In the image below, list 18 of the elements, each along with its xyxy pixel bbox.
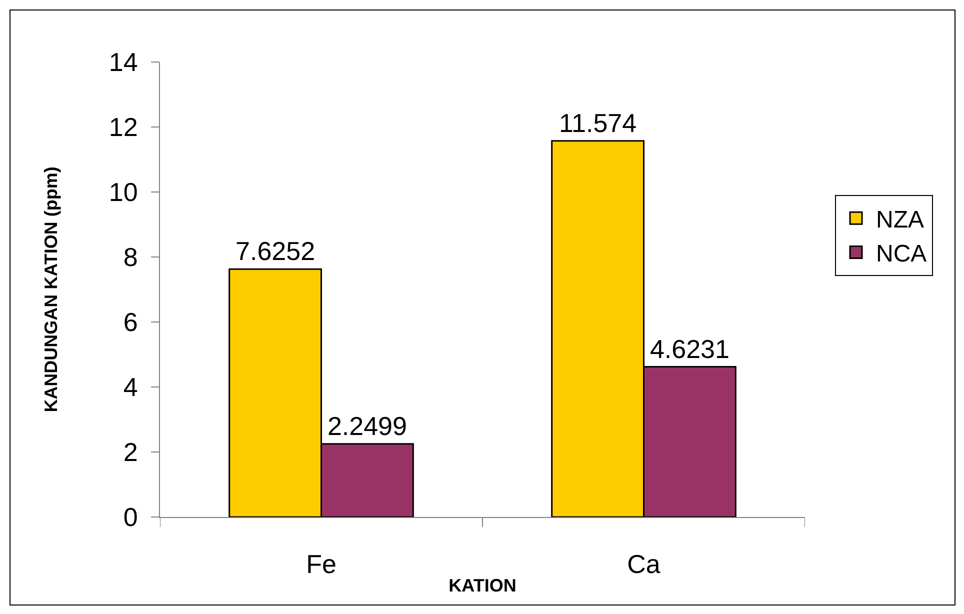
data-label: 11.574 bbox=[559, 108, 637, 138]
y-tick-label: 14 bbox=[108, 47, 138, 78]
x-axis-title: KATION bbox=[448, 575, 516, 596]
x-tick-label: Ca bbox=[627, 549, 661, 580]
y-tick-label: 12 bbox=[108, 112, 138, 142]
data-label: 7.6252 bbox=[236, 236, 316, 266]
data-label: 2.2499 bbox=[327, 410, 407, 441]
x-tick-label: Fe bbox=[306, 549, 336, 580]
legend-label: NCA bbox=[876, 240, 927, 268]
y-tick-label: 10 bbox=[108, 177, 138, 208]
y-axis-title: KANDUNGAN KATION (ppm) bbox=[41, 166, 62, 412]
y-tick-label: 8 bbox=[123, 242, 138, 272]
y-tick-label: 0 bbox=[123, 502, 138, 532]
legend-label: NZA bbox=[876, 206, 924, 234]
y-tick-label: 2 bbox=[123, 437, 138, 468]
data-label: 4.6231 bbox=[650, 334, 730, 364]
y-tick-label: 4 bbox=[123, 372, 138, 402]
y-tick-label: 6 bbox=[123, 307, 138, 338]
